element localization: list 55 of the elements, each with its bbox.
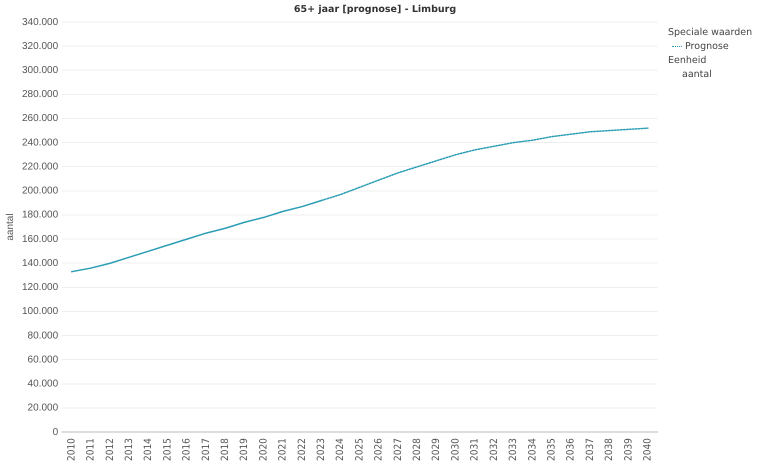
x-tick-label: 2035 (546, 438, 558, 461)
x-tick-label: 2031 (470, 438, 481, 461)
x-tick-label: 2025 (354, 438, 366, 461)
x-tick-label: 2010 (66, 438, 78, 461)
legend-label: Prognose (684, 40, 730, 54)
x-tick-label: 2017 (200, 438, 212, 461)
x-tick-label: 2012 (104, 438, 116, 461)
x-tick-label: 2019 (239, 438, 250, 461)
x-tick-label: 2024 (335, 438, 346, 461)
x-tick-label: 2040 (642, 438, 654, 461)
y-tick-label: 160.000 (22, 234, 59, 245)
x-tick-label: 2018 (220, 438, 231, 461)
x-tick-label: 2039 (623, 438, 634, 461)
y-axis-title: aantal (4, 213, 16, 241)
y-tick-label: 240.000 (22, 137, 59, 148)
text: aantal (681, 68, 713, 82)
x-tick-label: 2016 (182, 438, 193, 461)
y-tick-label: 20.000 (28, 402, 59, 414)
x-tick-label: 2020 (258, 438, 270, 461)
y-tick-label: 80.000 (28, 330, 59, 342)
y-tick-label: 260.000 (22, 113, 59, 124)
legend-title: Speciale waarden (668, 26, 752, 40)
y-tick-label: 0 (52, 426, 59, 438)
x-tick-label: 2036 (566, 438, 577, 461)
y-tick-label: 220.000 (22, 161, 59, 172)
x-tick-label: 2011 (86, 438, 97, 461)
x-tick-label: 2030 (450, 438, 462, 461)
y-tick-label: 100.000 (22, 306, 59, 318)
x-tick-label: 2015 (162, 438, 174, 461)
x-tick-label: 2014 (143, 438, 154, 461)
y-tick-label: 40.000 (28, 378, 59, 390)
x-tick-label: 2029 (431, 438, 442, 461)
chart-title: 65+ jaar [prognose] - Limburg (294, 4, 456, 15)
y-tick-label: 340.000 (22, 16, 59, 28)
y-tick-label: 180.000 (22, 210, 59, 221)
x-tick-label: 2033 (508, 438, 520, 461)
x-tick-label: 2028 (412, 438, 424, 461)
x-tick-label: 2026 (374, 438, 385, 461)
x-tick-label: 2023 (316, 438, 328, 461)
x-tick-label: 2021 (278, 438, 289, 461)
y-tick-label: 320.000 (22, 40, 59, 52)
x-tick-label: 2013 (124, 438, 135, 461)
x-tick-label: 2032 (488, 438, 500, 461)
x-tick-label: 2038 (604, 438, 616, 461)
x-tick-label: 2027 (392, 438, 404, 461)
y-tick-label: 300.000 (22, 65, 59, 76)
y-tick-label: 280.000 (22, 89, 59, 100)
y-tick-label: 60.000 (28, 354, 59, 366)
y-tick-label: 140.000 (22, 258, 59, 269)
y-tick-label: 120.000 (22, 282, 59, 294)
x-tick-label: 2037 (584, 438, 596, 461)
x-tick-label: 2034 (527, 438, 538, 461)
y-tick-label: 200.000 (22, 186, 59, 197)
text: Eenheid (668, 54, 708, 68)
x-tick-label: 2022 (296, 438, 308, 461)
